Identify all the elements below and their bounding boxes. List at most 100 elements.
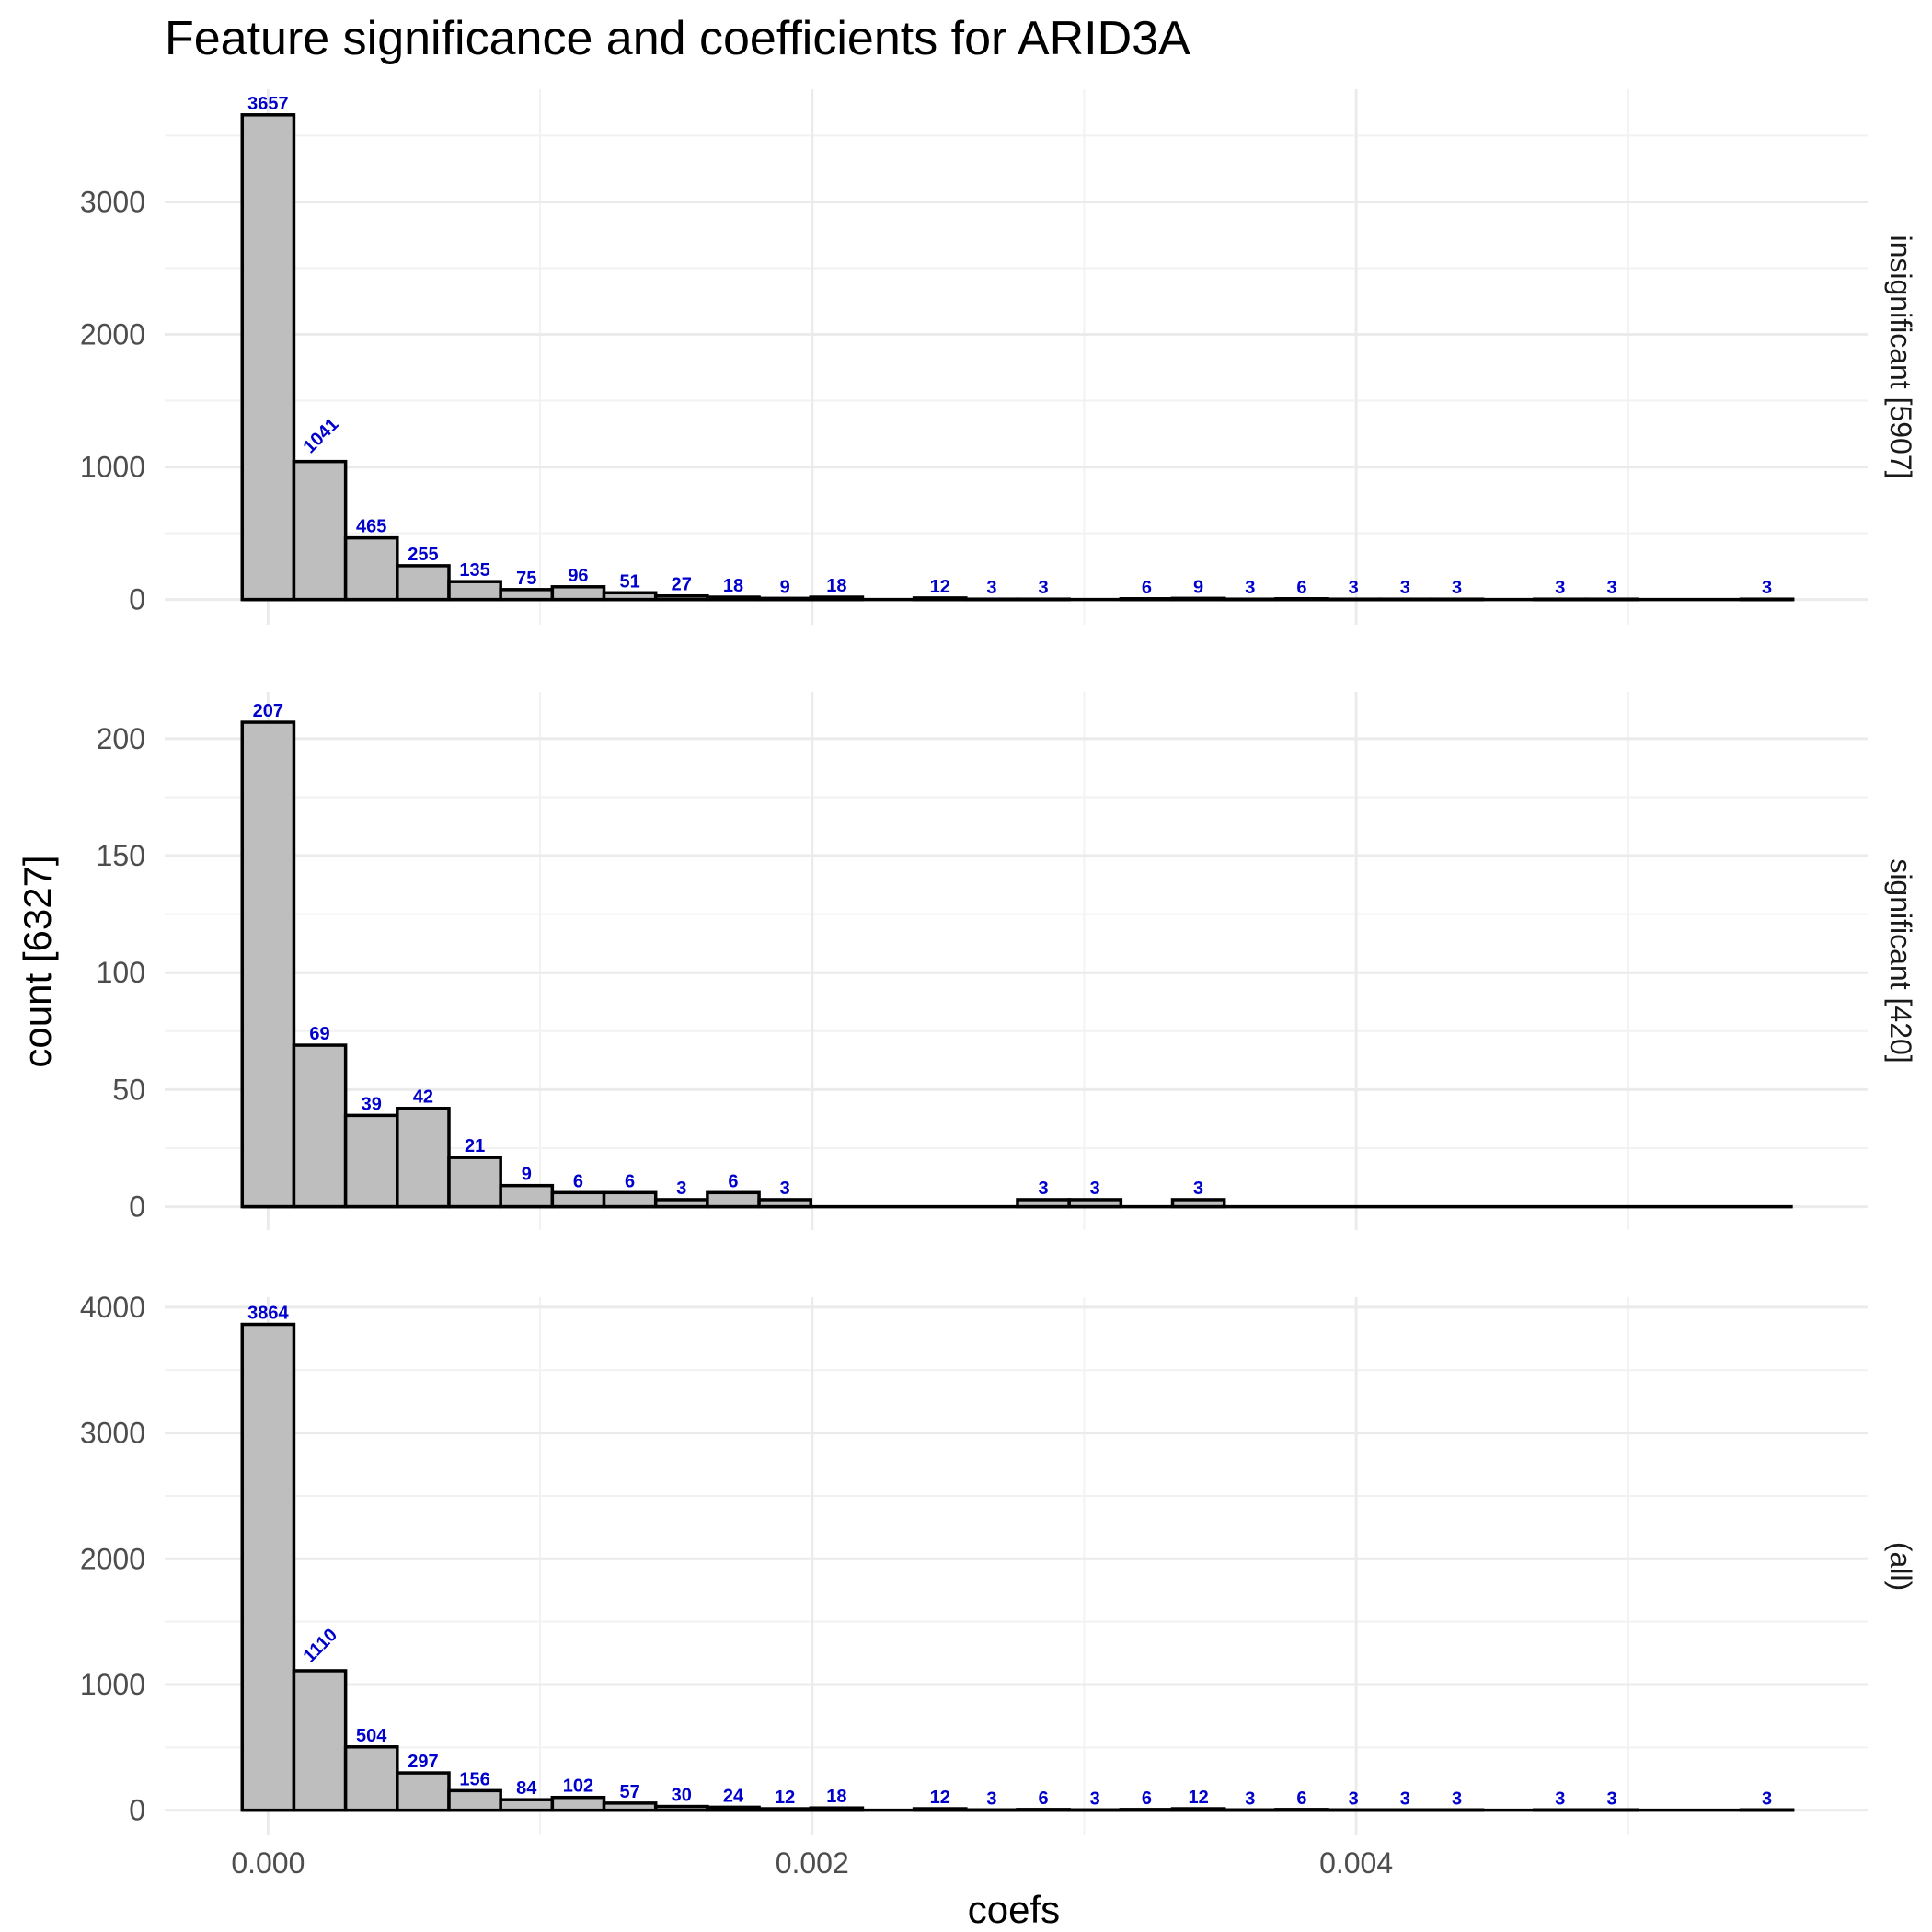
x-tick-label: 0.000 (231, 1846, 305, 1880)
y-tick-label: 2000 (80, 1542, 145, 1575)
histogram-bar (1170, 596, 1226, 602)
bar-count-label: 3 (1245, 1788, 1255, 1809)
histogram-bar (1119, 597, 1175, 602)
bar-count-label: 3 (1762, 578, 1772, 598)
bar-count-label: 3 (676, 1179, 686, 1199)
histogram-bar (1533, 1808, 1588, 1812)
bar-count-label: 6 (1142, 578, 1152, 598)
histogram-bar (292, 459, 348, 602)
histogram-bar (240, 720, 296, 1209)
histogram-bar (1429, 1808, 1485, 1812)
bar-count-label: 3 (1400, 1788, 1410, 1809)
histogram-bar (447, 1788, 502, 1812)
histogram-bar (550, 585, 606, 602)
histogram-bar (809, 1806, 865, 1812)
histogram-bar (1326, 597, 1381, 602)
bar-count-label: 96 (568, 566, 588, 586)
histogram-bar (499, 588, 555, 602)
x-tick-label: 0.004 (1319, 1846, 1393, 1880)
bar-count-label: 3 (1762, 1788, 1772, 1809)
histogram-bar (1170, 1807, 1226, 1812)
bar-count-label: 3864 (247, 1304, 289, 1324)
histogram-bar (912, 1807, 968, 1812)
bar-count-label: 3 (1452, 578, 1462, 598)
x-axis: 0.000 0.002 0.004 (231, 1846, 1393, 1880)
bar-count-label: 57 (619, 1782, 639, 1802)
bar-count-label: 207 (253, 701, 283, 721)
bar-count-label: 297 (408, 1752, 438, 1772)
histogram-bar (1170, 1198, 1226, 1209)
bar-count-label: 3 (1555, 578, 1565, 598)
histogram-bar (1119, 1808, 1175, 1812)
bar-count-label: 3 (1400, 578, 1410, 598)
bar-count-label: 12 (930, 577, 950, 597)
chart-title: Feature significance and coefficients fo… (165, 12, 1190, 65)
histogram-bar (292, 1043, 348, 1209)
y-tick-label: 3000 (80, 185, 145, 218)
bar-count-label: 3 (1245, 578, 1255, 598)
histogram-bar (396, 564, 451, 602)
histogram-bar (1377, 1808, 1433, 1812)
histogram-bar (653, 1804, 709, 1812)
histogram-bar (706, 1190, 761, 1209)
histogram-bar (706, 595, 761, 602)
histogram-bar (602, 1801, 658, 1812)
histogram-bar (706, 1805, 761, 1812)
histogram-bar (757, 1807, 813, 1812)
bar-count-label: 42 (413, 1087, 433, 1108)
bar-count-label: 3 (1349, 1788, 1359, 1809)
bar-count-label: 18 (723, 576, 743, 596)
facet-panel-2: 0 50 100 150 200 207 69 39 42 21 9 6 6 3 6 3 3 3 3 signific… (97, 692, 1917, 1230)
bar-count-label: 30 (672, 1786, 692, 1806)
histogram-bar (550, 1795, 606, 1812)
bar-count-label: 21 (465, 1136, 485, 1156)
bar-count-label: 3 (986, 1788, 996, 1809)
histogram-bar (292, 1669, 348, 1812)
histogram-bar (1016, 597, 1071, 602)
facet-strip-label: significant [420] (1884, 858, 1917, 1063)
bar-count-label: 1041 (300, 414, 343, 457)
bar-count-label: 6 (1039, 1788, 1049, 1809)
bar-count-label: 9 (522, 1165, 532, 1185)
bar-count-label: 3 (1606, 578, 1616, 598)
bar-count-label: 24 (723, 1786, 744, 1806)
histogram-bar (1326, 1808, 1381, 1812)
histogram-bar (964, 1808, 1019, 1812)
bar-count-label: 51 (619, 571, 639, 592)
histogram-bar (240, 113, 296, 602)
histogram-bar (1274, 597, 1329, 602)
histogram-bar (1739, 597, 1795, 602)
histogram-bar (1533, 597, 1588, 602)
histogram-bar (396, 1771, 451, 1812)
bar-count-label: 6 (1296, 1788, 1306, 1809)
bar-count-label: 3 (1193, 1179, 1203, 1199)
y-tick-label: 0 (129, 1190, 145, 1224)
histogram-bar (343, 1113, 399, 1209)
y-tick-label: 100 (97, 956, 145, 989)
bar-count-label: 3 (1039, 1179, 1049, 1199)
bar-count-label: 6 (728, 1171, 738, 1191)
bar-count-label: 3 (1452, 1788, 1462, 1809)
histogram-bar (964, 597, 1019, 602)
y-tick-label: 0 (129, 1794, 145, 1827)
y-tick-label: 0 (129, 583, 145, 616)
facet-strip-label: (all) (1884, 1542, 1917, 1591)
bar-count-label: 3 (986, 578, 996, 598)
bar-count-label: 3657 (247, 94, 289, 114)
y-tick-label: 1000 (80, 451, 145, 484)
x-axis-title: coefs (968, 1888, 1060, 1931)
bar-count-label: 156 (459, 1769, 489, 1789)
histogram-bar (1584, 597, 1639, 602)
histogram-bar (1377, 597, 1433, 602)
y-tick-label: 1000 (80, 1668, 145, 1701)
histogram-bar (757, 1198, 813, 1209)
bar-count-label: 9 (780, 577, 790, 597)
histogram-bar (1584, 1808, 1639, 1812)
bar-count-label: 1110 (300, 1625, 341, 1666)
y-tick-label: 2000 (80, 318, 145, 351)
bar-count-label: 18 (826, 1787, 846, 1807)
bar-count-label: 3 (1090, 1788, 1100, 1809)
y-tick-label: 50 (112, 1073, 145, 1106)
